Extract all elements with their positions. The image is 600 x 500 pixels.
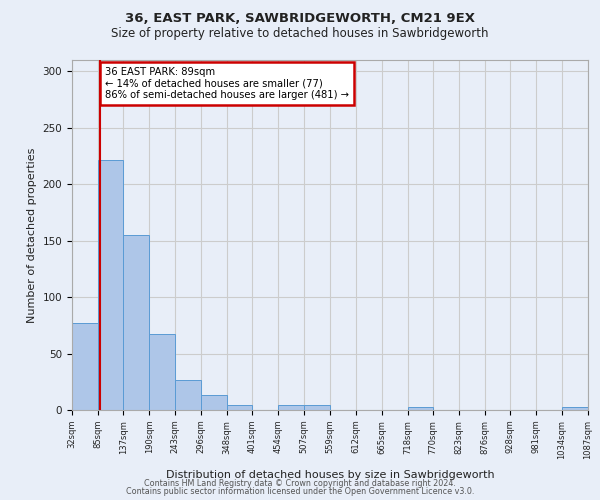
Bar — [149, 334, 175, 410]
Bar — [304, 406, 330, 410]
Bar — [175, 380, 201, 410]
Bar — [562, 406, 588, 410]
X-axis label: Distribution of detached houses by size in Sawbridgeworth: Distribution of detached houses by size … — [166, 470, 494, 480]
Bar — [227, 406, 253, 410]
Bar — [201, 396, 227, 410]
Bar — [124, 235, 149, 410]
Text: Contains HM Land Registry data © Crown copyright and database right 2024.: Contains HM Land Registry data © Crown c… — [144, 478, 456, 488]
Bar — [72, 323, 98, 410]
Bar — [278, 406, 304, 410]
Text: 36 EAST PARK: 89sqm
← 14% of detached houses are smaller (77)
86% of semi-detach: 36 EAST PARK: 89sqm ← 14% of detached ho… — [105, 67, 349, 100]
Bar — [407, 406, 433, 410]
Text: 36, EAST PARK, SAWBRIDGEWORTH, CM21 9EX: 36, EAST PARK, SAWBRIDGEWORTH, CM21 9EX — [125, 12, 475, 26]
Y-axis label: Number of detached properties: Number of detached properties — [27, 148, 37, 322]
Text: Contains public sector information licensed under the Open Government Licence v3: Contains public sector information licen… — [126, 487, 474, 496]
Bar — [98, 160, 124, 410]
Text: Size of property relative to detached houses in Sawbridgeworth: Size of property relative to detached ho… — [111, 28, 489, 40]
